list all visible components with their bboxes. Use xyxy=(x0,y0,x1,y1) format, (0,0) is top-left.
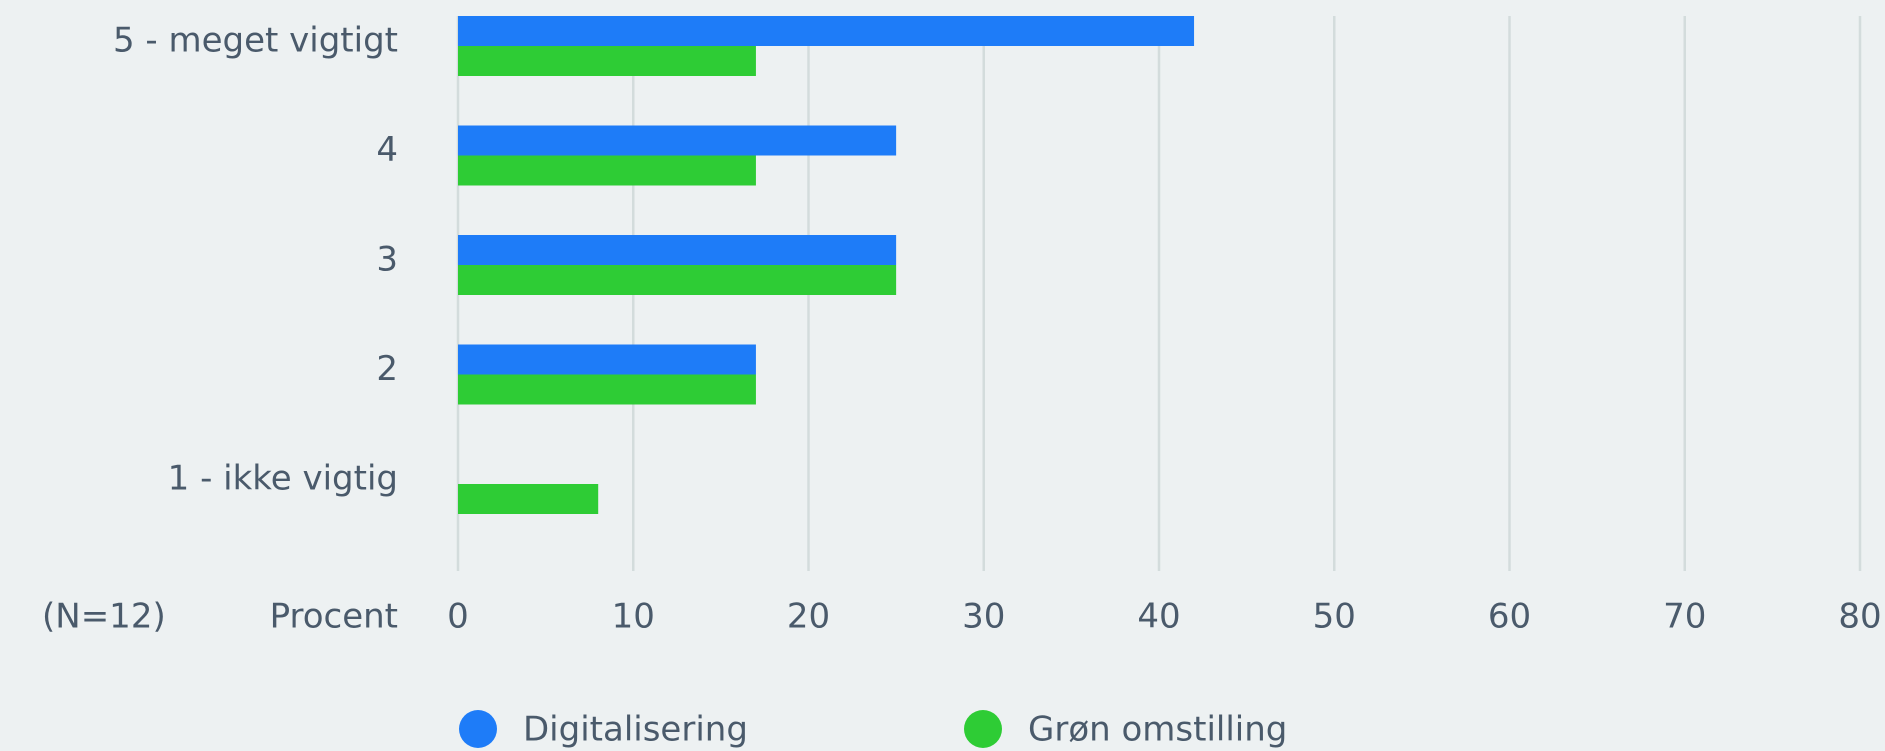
legend-marker xyxy=(964,710,1002,748)
legend-label: Digitalisering xyxy=(523,710,748,750)
x-tick-label: 80 xyxy=(1838,597,1881,637)
x-tick-label: 30 xyxy=(962,597,1005,637)
y-tick-label: 4 xyxy=(376,130,398,170)
bar xyxy=(458,46,756,76)
x-tick-label: 0 xyxy=(447,597,469,637)
bar xyxy=(458,484,599,514)
note: (N=12) xyxy=(42,597,166,637)
x-tick-label: 40 xyxy=(1137,597,1180,637)
bar xyxy=(458,374,756,405)
bar xyxy=(458,16,1195,46)
y-tick-label: 5 - meget vigtigt xyxy=(113,21,398,61)
x-tick-label: 60 xyxy=(1488,597,1531,637)
x-tick-label: 20 xyxy=(787,597,830,637)
bar xyxy=(458,344,756,375)
bar xyxy=(458,265,897,295)
legend-marker xyxy=(459,710,497,748)
y-tick-label: 1 - ikke vigtig xyxy=(168,459,398,499)
x-tick-label: 50 xyxy=(1313,597,1356,637)
bar xyxy=(458,155,756,186)
legend-label: Grøn omstilling xyxy=(1028,710,1287,750)
y-tick-label: 2 xyxy=(376,349,398,389)
y-tick-label: 3 xyxy=(376,240,398,280)
x-axis-label: Procent xyxy=(270,597,398,637)
x-tick-label: 70 xyxy=(1663,597,1706,637)
bar xyxy=(458,235,897,265)
bar xyxy=(458,125,897,156)
x-tick-label: 10 xyxy=(612,597,655,637)
